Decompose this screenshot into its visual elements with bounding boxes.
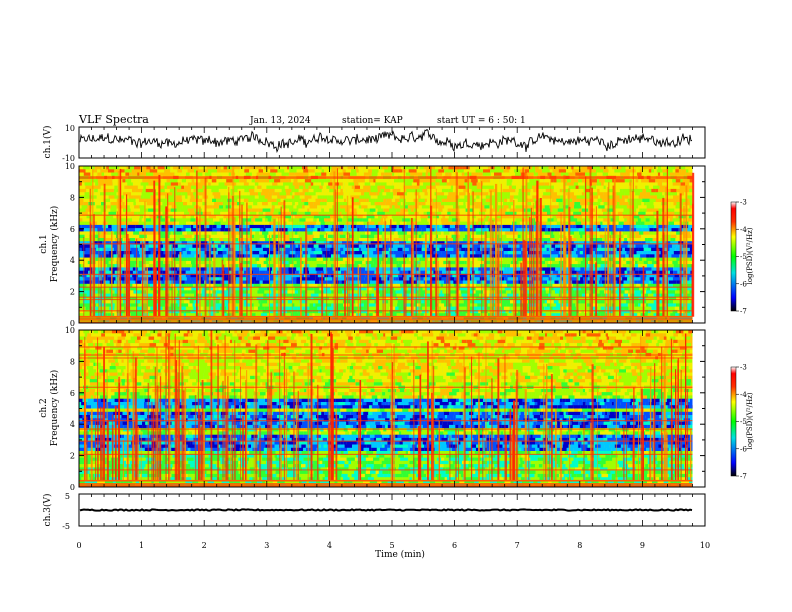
time-tick-4: 4 [327,541,332,550]
time-tick-9: 9 [640,541,645,550]
time-tick-10: 10 [700,541,710,550]
ch1-colorbar-tick--4: -4 [740,226,747,234]
ch1-colorbar: -3 -4 -5 -6 -7 log(PSD)(V²/Hz) [730,199,754,316]
ch2-colorbar-label: log(PSD)(V²/Hz) [746,392,754,449]
station-label: station= KAP [342,116,403,126]
ch2-ytick-0: 0 [70,483,75,492]
ch2-colorbar: -3 -4 -5 -6 -7 log(PSD)(V²/Hz) [730,364,754,481]
ch1-colorbar-tick--5: -5 [740,253,747,261]
time-tick-7: 7 [515,541,520,550]
start-time-label: start UT = 6 : 50: 1 [437,116,526,126]
ch1-frequency-axis-label: Frequency (kHz) [49,206,60,283]
date-label: Jan. 13, 2024 [249,116,311,126]
ch2-colorbar-tick--6: -6 [740,445,747,453]
time-tick-2: 2 [202,541,207,550]
time-tick-0: 0 [76,541,81,550]
ch3-ytick-bottom: -5 [62,522,70,531]
ch1-ytick-6: 6 [70,225,75,234]
ch1-colorbar-tick--7: -7 [740,308,747,316]
ch1-panel-label: ch.1 [39,234,49,253]
ch1-ytick-bottom: -10 [62,154,75,163]
time-tick-5: 5 [389,541,394,550]
ch2-ytick-2: 2 [70,452,75,461]
ch2-colorbar-tick--4: -4 [740,391,747,399]
time-tick-6: 6 [452,541,457,550]
ch1-ytick-2: 2 [70,288,75,297]
ch1-ytick-10: 10 [65,162,75,171]
ch1-colorbar-tick--3: -3 [740,199,747,207]
ch2-colorbar-tick--7: -7 [740,473,747,481]
ch2-colorbar-tick--5: -5 [740,418,747,426]
ch2-ytick-4: 4 [70,420,75,429]
ch3-ytick-top: 5 [65,492,70,501]
ch1-voltage-axis-label: ch.1(V) [42,126,53,159]
time-tick-8: 8 [577,541,582,550]
time-axis-label: Time (min) [375,549,425,560]
ch1-colorbar-tick--6: -6 [740,280,747,288]
ch2-ytick-6: 6 [70,389,75,398]
ch1-ytick-0: 0 [70,319,75,328]
ch2-spectrogram-panel: 0 2 4 6 8 10 ch.2 Frequency (kHz) -3 -4 -5 -6 -7 … [39,326,754,492]
ch3-voltage-axis-label: ch.3(V) [42,494,53,527]
ch2-spectrogram-image [79,330,693,488]
ch2-colorbar-tick--3: -3 [740,364,747,372]
ch2-ytick-10: 10 [65,326,75,335]
ch1-colorbar-label: log(PSD)(V²/Hz) [746,227,754,284]
time-axis-ticks [78,127,706,526]
time-tick-3: 3 [264,541,269,550]
ch1-waveform-line [79,128,693,154]
ch1-ytick-8: 8 [70,193,75,202]
ch1-spectrogram-image [79,166,695,324]
ch1-ytick-top: 10 [65,124,75,133]
ch1-spectrogram-panel: 0 2 4 6 8 10 ch.1 Frequency (kHz) -3 -4 -5 -6 -7 … [39,162,754,328]
time-axis: 0 1 2 3 4 5 6 7 8 9 10 [76,541,710,550]
ch1-ytick-4: 4 [70,256,75,265]
ch3-waveform-line [79,508,693,512]
ch2-frequency-axis-label: Frequency (kHz) [49,370,60,447]
ch2-ytick-8: 8 [70,357,75,366]
time-tick-1: 1 [139,541,144,550]
ch2-panel-label: ch.2 [39,398,49,417]
chart-title: VLF Spectra [78,113,149,126]
